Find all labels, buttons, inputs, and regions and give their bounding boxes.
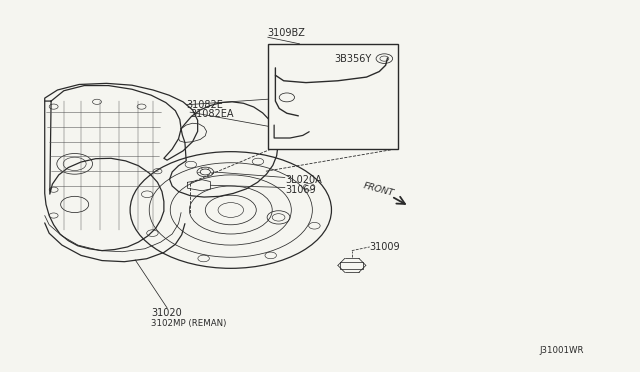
Text: 3109BZ: 3109BZ <box>268 28 306 38</box>
Text: 31009: 31009 <box>370 242 401 252</box>
Text: 3L020A: 3L020A <box>285 176 322 186</box>
Text: J31001WR: J31001WR <box>540 346 584 355</box>
Text: 31082EA: 31082EA <box>190 109 234 119</box>
Text: 3B356Y: 3B356Y <box>335 54 372 64</box>
Text: 31020: 31020 <box>151 308 182 318</box>
Text: FRONT: FRONT <box>363 181 396 198</box>
Text: 31082E: 31082E <box>186 100 223 110</box>
Text: 3102MP (REMAN): 3102MP (REMAN) <box>151 319 227 328</box>
Text: 31069: 31069 <box>285 185 316 195</box>
Bar <box>268 44 398 149</box>
